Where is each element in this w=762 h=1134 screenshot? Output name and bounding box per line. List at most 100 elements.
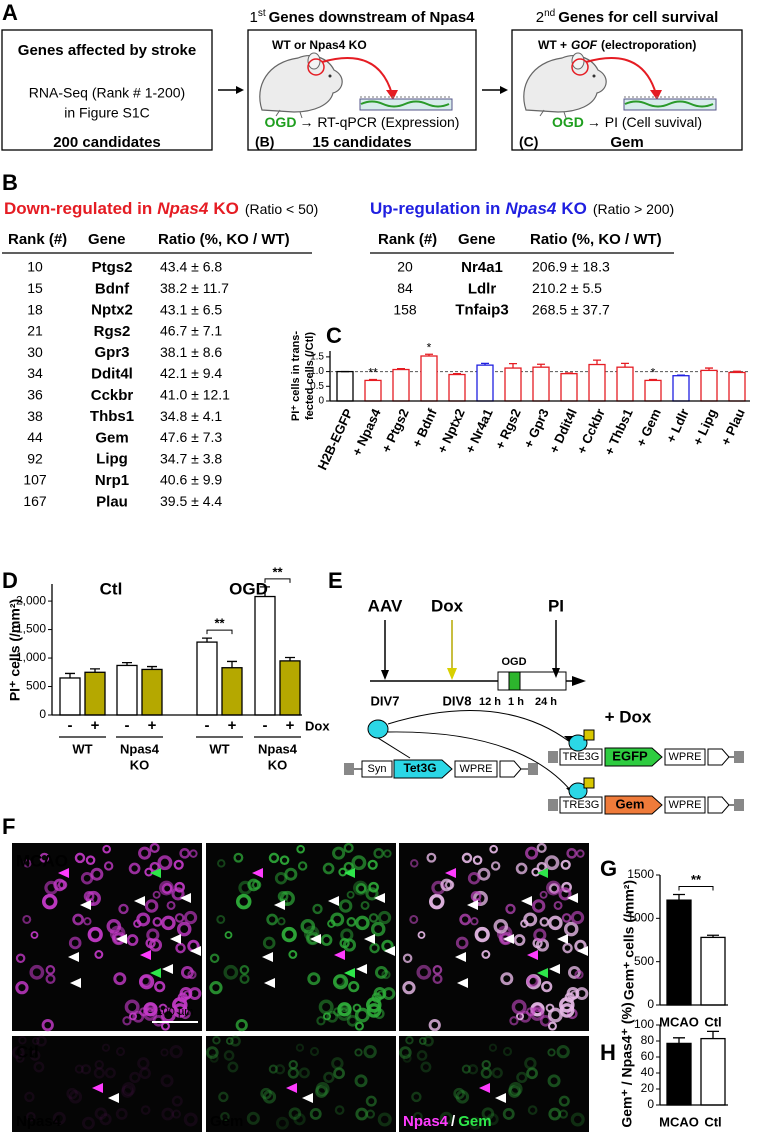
- element-box: [454, 760, 498, 778]
- significance-bracket: [264, 578, 291, 583]
- x-tick-label: -: [68, 717, 73, 734]
- error-bar: [677, 374, 685, 376]
- cell: [428, 893, 445, 910]
- arrowhead: [495, 1093, 506, 1103]
- cell: [295, 1043, 305, 1052]
- element-label: Syn: [368, 763, 387, 775]
- x-tick-label: +: [91, 717, 100, 734]
- gene: Rgs2: [94, 323, 131, 340]
- cell: [426, 852, 437, 863]
- binding-arrow: [387, 710, 571, 743]
- cell: [539, 1015, 552, 1027]
- y-tick-label: 0: [39, 707, 46, 721]
- duration: 1 h: [508, 696, 524, 708]
- cell: [115, 1108, 128, 1120]
- cell: [370, 921, 386, 937]
- cell: [563, 921, 579, 937]
- cell: [342, 938, 357, 952]
- cell: [418, 1037, 427, 1045]
- dox-molecule: [583, 777, 595, 789]
- cell: [106, 918, 122, 934]
- cell: [354, 1021, 364, 1031]
- cell: [296, 844, 305, 854]
- y-tick-label: 2,000: [16, 593, 46, 607]
- cell: [277, 917, 286, 926]
- error-bar: [425, 353, 433, 356]
- micrograph: [12, 1036, 202, 1132]
- cell: [15, 981, 29, 995]
- subgroup-label: Npas4: [258, 741, 298, 756]
- arrowhead: [264, 978, 275, 988]
- y-tick-label: 0: [647, 1097, 654, 1111]
- duration: 24 h: [535, 696, 557, 708]
- gene: Nrp1: [95, 472, 129, 489]
- cell: [488, 1043, 498, 1052]
- gene: Plau: [96, 493, 128, 510]
- error-bar: [621, 362, 629, 368]
- cell: [33, 1061, 45, 1073]
- y-tick-label: 1000: [627, 911, 654, 925]
- gene-arrow: [604, 795, 663, 815]
- cell: [316, 1016, 326, 1026]
- cell: [480, 1067, 492, 1079]
- error-bar: [260, 586, 270, 597]
- cell: [547, 1074, 561, 1088]
- element-label: WPRE: [460, 763, 493, 775]
- cell: [173, 859, 184, 870]
- x-tick-label: MCAO: [659, 1014, 699, 1029]
- cell: [297, 861, 308, 871]
- heading-text: Genes for cell survival: [558, 9, 718, 26]
- significance-bracket: [206, 629, 233, 635]
- column-header: Rank (#): [8, 231, 67, 248]
- cell: [368, 913, 379, 923]
- cell: [467, 872, 481, 885]
- arrowhead: [467, 900, 478, 910]
- tet3g-protein: [568, 734, 588, 752]
- cell: [560, 859, 571, 870]
- cell: [15, 953, 26, 964]
- cell: [23, 859, 32, 868]
- element-label: Tet3G: [403, 761, 436, 775]
- y-tick-label: 1,500: [16, 622, 46, 636]
- panel-label: E: [328, 568, 343, 593]
- significance-bracket: [678, 886, 714, 891]
- x-tick-label: + Gem: [633, 406, 664, 449]
- cell: [227, 1061, 239, 1073]
- assay-text: → PI (Cell suvival): [587, 114, 702, 130]
- itr: [344, 763, 354, 775]
- rank: 20: [397, 259, 413, 275]
- cell: [288, 1107, 302, 1120]
- cell: [183, 910, 198, 925]
- cell: [416, 964, 432, 980]
- y-tick-label: 80: [641, 1033, 655, 1047]
- x-tick-label: +: [228, 717, 237, 734]
- cell: [547, 1021, 557, 1031]
- heading-text: Genes downstream of Npas4: [269, 9, 476, 26]
- bar: [59, 677, 81, 716]
- rank: 107: [23, 472, 47, 488]
- cell: [548, 1107, 562, 1121]
- cell: [223, 964, 239, 980]
- arrow-head: [381, 670, 389, 680]
- arrowhead: [455, 952, 466, 962]
- element-box: [664, 748, 706, 766]
- cell: [439, 1111, 453, 1125]
- bar: [560, 372, 578, 402]
- cell: [268, 1064, 278, 1074]
- cell: [420, 1061, 432, 1073]
- ratio: 34.8 ± 4.1: [160, 408, 222, 424]
- cell: [115, 1046, 126, 1057]
- box: [511, 29, 743, 151]
- cell: [138, 846, 152, 860]
- bar: [672, 375, 690, 402]
- x-tick-label: Ctl: [704, 1114, 721, 1129]
- arrowhead: [521, 896, 532, 906]
- bar: [254, 595, 276, 716]
- cell: [152, 1015, 165, 1027]
- heading-note: (Ratio > 200): [593, 201, 674, 217]
- cell: [187, 969, 197, 980]
- cell: [355, 883, 367, 894]
- cell: [340, 928, 354, 942]
- cell: [137, 1057, 150, 1070]
- cell: [354, 1074, 368, 1088]
